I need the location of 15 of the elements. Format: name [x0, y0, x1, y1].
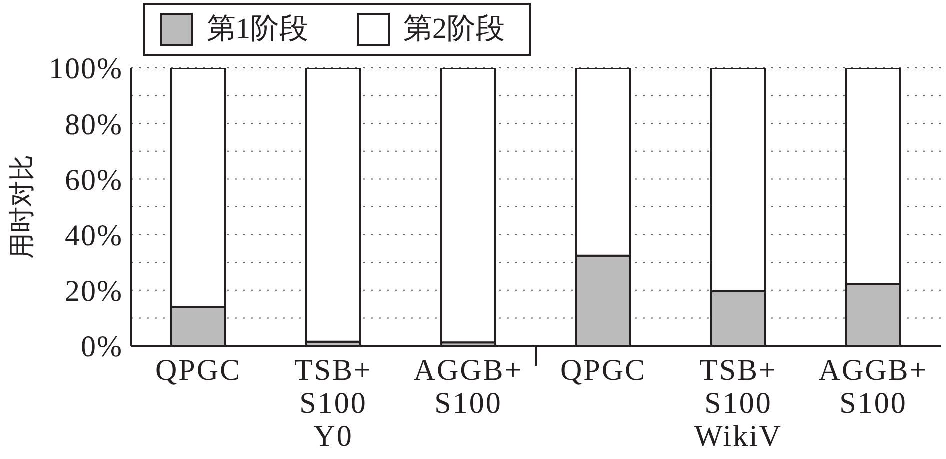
y-tick-label: 80%: [65, 108, 123, 142]
y-axis-title: 用时对比: [8, 155, 36, 259]
x-tick-label: QPGC: [560, 354, 647, 387]
x-tick-label: AGGB+ S100: [818, 354, 928, 420]
y-tick-label: 60%: [65, 164, 123, 197]
x-tick-label: TSB+ S100 Y0: [294, 354, 372, 453]
y-tick-label: 40%: [65, 219, 123, 252]
legend-label: 第2阶段: [404, 13, 505, 46]
x-tick-label: AGGB+ S100: [414, 354, 524, 420]
x-tick-label: QPGC: [155, 354, 242, 387]
y-tick-label: 0%: [81, 330, 123, 364]
x-tick-label: TSB+ S100 WikiV: [694, 354, 782, 453]
y-tick-label: 100%: [49, 52, 123, 86]
legend-label: 第1阶段: [207, 13, 308, 46]
y-tick-label: 20%: [65, 275, 123, 308]
